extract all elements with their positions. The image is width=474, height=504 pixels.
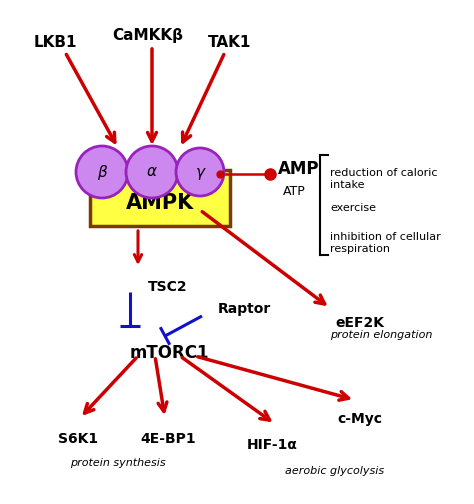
Text: LKB1: LKB1 (33, 35, 77, 50)
Text: AMP: AMP (278, 160, 319, 178)
Text: eEF2K: eEF2K (335, 316, 384, 330)
Text: AMPK: AMPK (126, 193, 194, 213)
Text: aerobic glycolysis: aerobic glycolysis (285, 466, 384, 476)
Text: reduction of caloric
intake: reduction of caloric intake (330, 168, 438, 190)
Text: β: β (97, 164, 107, 179)
Text: CaMKKβ: CaMKKβ (112, 28, 183, 43)
Text: 4E-BP1: 4E-BP1 (140, 432, 196, 446)
Text: exercise: exercise (330, 203, 376, 213)
Text: mTORC1: mTORC1 (130, 344, 210, 362)
Text: ATP: ATP (283, 185, 306, 198)
Text: Raptor: Raptor (218, 302, 271, 316)
Text: γ: γ (195, 164, 204, 179)
Text: protein synthesis: protein synthesis (70, 458, 165, 468)
Circle shape (176, 148, 224, 196)
Text: α: α (147, 164, 157, 179)
Text: TAK1: TAK1 (208, 35, 252, 50)
Text: c-Myc: c-Myc (337, 412, 383, 426)
Text: protein elongation: protein elongation (330, 330, 432, 340)
Text: inhibition of cellular
respiration: inhibition of cellular respiration (330, 232, 441, 254)
Text: HIF-1α: HIF-1α (246, 438, 298, 452)
Circle shape (76, 146, 128, 198)
Text: TSC2: TSC2 (148, 280, 188, 294)
Text: S6K1: S6K1 (58, 432, 98, 446)
FancyBboxPatch shape (90, 170, 230, 226)
Circle shape (126, 146, 178, 198)
